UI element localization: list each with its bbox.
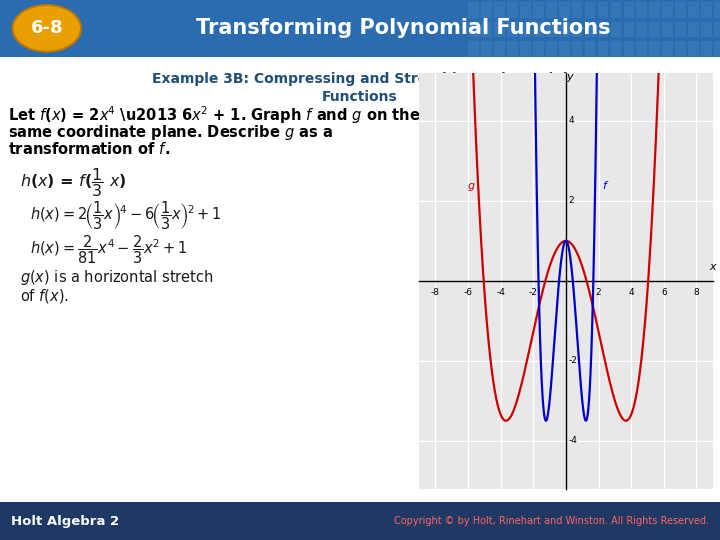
FancyBboxPatch shape: [701, 22, 712, 37]
FancyBboxPatch shape: [662, 41, 673, 57]
FancyBboxPatch shape: [546, 22, 557, 37]
FancyBboxPatch shape: [468, 22, 479, 37]
Text: of $\mathit{f}$($\mathit{x}$).: of $\mathit{f}$($\mathit{x}$).: [20, 287, 69, 305]
FancyBboxPatch shape: [701, 2, 712, 18]
Text: same coordinate plane. Describe $\mathbf{\mathit{g}}$ as a: same coordinate plane. Describe $\mathbf…: [8, 123, 333, 142]
FancyBboxPatch shape: [611, 41, 621, 57]
FancyBboxPatch shape: [585, 2, 595, 18]
FancyBboxPatch shape: [624, 2, 634, 18]
FancyBboxPatch shape: [598, 41, 608, 57]
Text: transformation of $\mathbf{\mathit{f}}$.: transformation of $\mathbf{\mathit{f}}$.: [8, 141, 170, 157]
FancyBboxPatch shape: [675, 41, 686, 57]
FancyBboxPatch shape: [533, 22, 544, 37]
FancyBboxPatch shape: [688, 41, 699, 57]
FancyBboxPatch shape: [611, 22, 621, 37]
FancyBboxPatch shape: [611, 2, 621, 18]
FancyBboxPatch shape: [546, 41, 557, 57]
FancyBboxPatch shape: [559, 2, 570, 18]
Text: -2: -2: [569, 356, 577, 365]
FancyBboxPatch shape: [624, 22, 634, 37]
Text: 4: 4: [569, 117, 575, 125]
FancyBboxPatch shape: [0, 0, 720, 57]
Text: Functions: Functions: [322, 90, 398, 104]
FancyBboxPatch shape: [481, 22, 492, 37]
FancyBboxPatch shape: [714, 2, 720, 18]
FancyBboxPatch shape: [507, 41, 518, 57]
FancyBboxPatch shape: [481, 2, 492, 18]
Ellipse shape: [13, 5, 81, 52]
FancyBboxPatch shape: [675, 22, 686, 37]
FancyBboxPatch shape: [598, 22, 608, 37]
FancyBboxPatch shape: [520, 2, 531, 18]
FancyBboxPatch shape: [598, 2, 608, 18]
Text: Example 3B: Compressing and Stretching Polynomial: Example 3B: Compressing and Stretching P…: [153, 72, 567, 86]
FancyBboxPatch shape: [533, 2, 544, 18]
FancyBboxPatch shape: [507, 22, 518, 37]
FancyBboxPatch shape: [520, 22, 531, 37]
FancyBboxPatch shape: [520, 41, 531, 57]
FancyBboxPatch shape: [688, 2, 699, 18]
Text: -2: -2: [529, 288, 538, 297]
FancyBboxPatch shape: [494, 22, 505, 37]
Text: $\mathit{g}$($\mathit{x}$) is a horizontal stretch: $\mathit{g}$($\mathit{x}$) is a horizont…: [20, 268, 214, 287]
FancyBboxPatch shape: [662, 22, 673, 37]
FancyBboxPatch shape: [636, 41, 647, 57]
FancyBboxPatch shape: [572, 41, 582, 57]
Text: -4: -4: [496, 288, 505, 297]
Text: $h(x) = 2\!\left(\dfrac{1}{3}x\right)^{\!4} - 6\!\left(\dfrac{1}{3}x\right)^{\!2: $h(x) = 2\!\left(\dfrac{1}{3}x\right)^{\…: [30, 200, 222, 232]
Text: 8: 8: [693, 288, 699, 297]
FancyBboxPatch shape: [714, 41, 720, 57]
FancyBboxPatch shape: [546, 2, 557, 18]
Text: 2: 2: [595, 288, 601, 297]
FancyBboxPatch shape: [468, 2, 479, 18]
FancyBboxPatch shape: [585, 41, 595, 57]
FancyBboxPatch shape: [701, 41, 712, 57]
FancyBboxPatch shape: [494, 2, 505, 18]
FancyBboxPatch shape: [572, 2, 582, 18]
Text: 6-8: 6-8: [30, 19, 63, 37]
FancyBboxPatch shape: [468, 41, 479, 57]
FancyBboxPatch shape: [688, 22, 699, 37]
Text: 6: 6: [661, 288, 667, 297]
FancyBboxPatch shape: [675, 2, 686, 18]
Text: g: g: [468, 181, 475, 191]
FancyBboxPatch shape: [494, 41, 505, 57]
FancyBboxPatch shape: [507, 2, 518, 18]
Text: f: f: [602, 181, 606, 191]
Text: Holt Algebra 2: Holt Algebra 2: [11, 515, 119, 528]
FancyBboxPatch shape: [649, 22, 660, 37]
FancyBboxPatch shape: [559, 22, 570, 37]
Text: Let $\mathbf{\mathit{f}}$($\mathbf{\mathit{x}}$) = 2$\mathbf{\mathit{x}}$$^4$ \u: Let $\mathbf{\mathit{f}}$($\mathbf{\math…: [8, 105, 420, 126]
Text: Transforming Polynomial Functions: Transforming Polynomial Functions: [196, 18, 611, 38]
Text: Copyright © by Holt, Rinehart and Winston. All Rights Reserved.: Copyright © by Holt, Rinehart and Winsto…: [395, 516, 709, 526]
FancyBboxPatch shape: [481, 41, 492, 57]
Text: x: x: [709, 262, 716, 272]
FancyBboxPatch shape: [572, 22, 582, 37]
FancyBboxPatch shape: [636, 2, 647, 18]
Text: $h(x) = \dfrac{2}{81}x^4 - \dfrac{2}{3}x^2 + 1$: $h(x) = \dfrac{2}{81}x^4 - \dfrac{2}{3}x…: [30, 234, 187, 266]
Text: 4: 4: [629, 288, 634, 297]
FancyBboxPatch shape: [0, 502, 720, 540]
Text: 2: 2: [569, 197, 575, 205]
Text: $\mathbf{\mathit{h}}$($\mathbf{\mathit{x}}$) = $\mathbf{\mathit{f}}$($\dfrac{1}{: $\mathbf{\mathit{h}}$($\mathbf{\mathit{x…: [20, 166, 127, 199]
FancyBboxPatch shape: [585, 22, 595, 37]
FancyBboxPatch shape: [714, 22, 720, 37]
FancyBboxPatch shape: [662, 2, 673, 18]
Text: y: y: [567, 72, 573, 82]
Text: -4: -4: [569, 436, 577, 445]
FancyBboxPatch shape: [636, 22, 647, 37]
FancyBboxPatch shape: [533, 41, 544, 57]
Text: -8: -8: [431, 288, 440, 297]
Text: -6: -6: [464, 288, 472, 297]
FancyBboxPatch shape: [624, 41, 634, 57]
FancyBboxPatch shape: [649, 2, 660, 18]
FancyBboxPatch shape: [649, 41, 660, 57]
FancyBboxPatch shape: [559, 41, 570, 57]
